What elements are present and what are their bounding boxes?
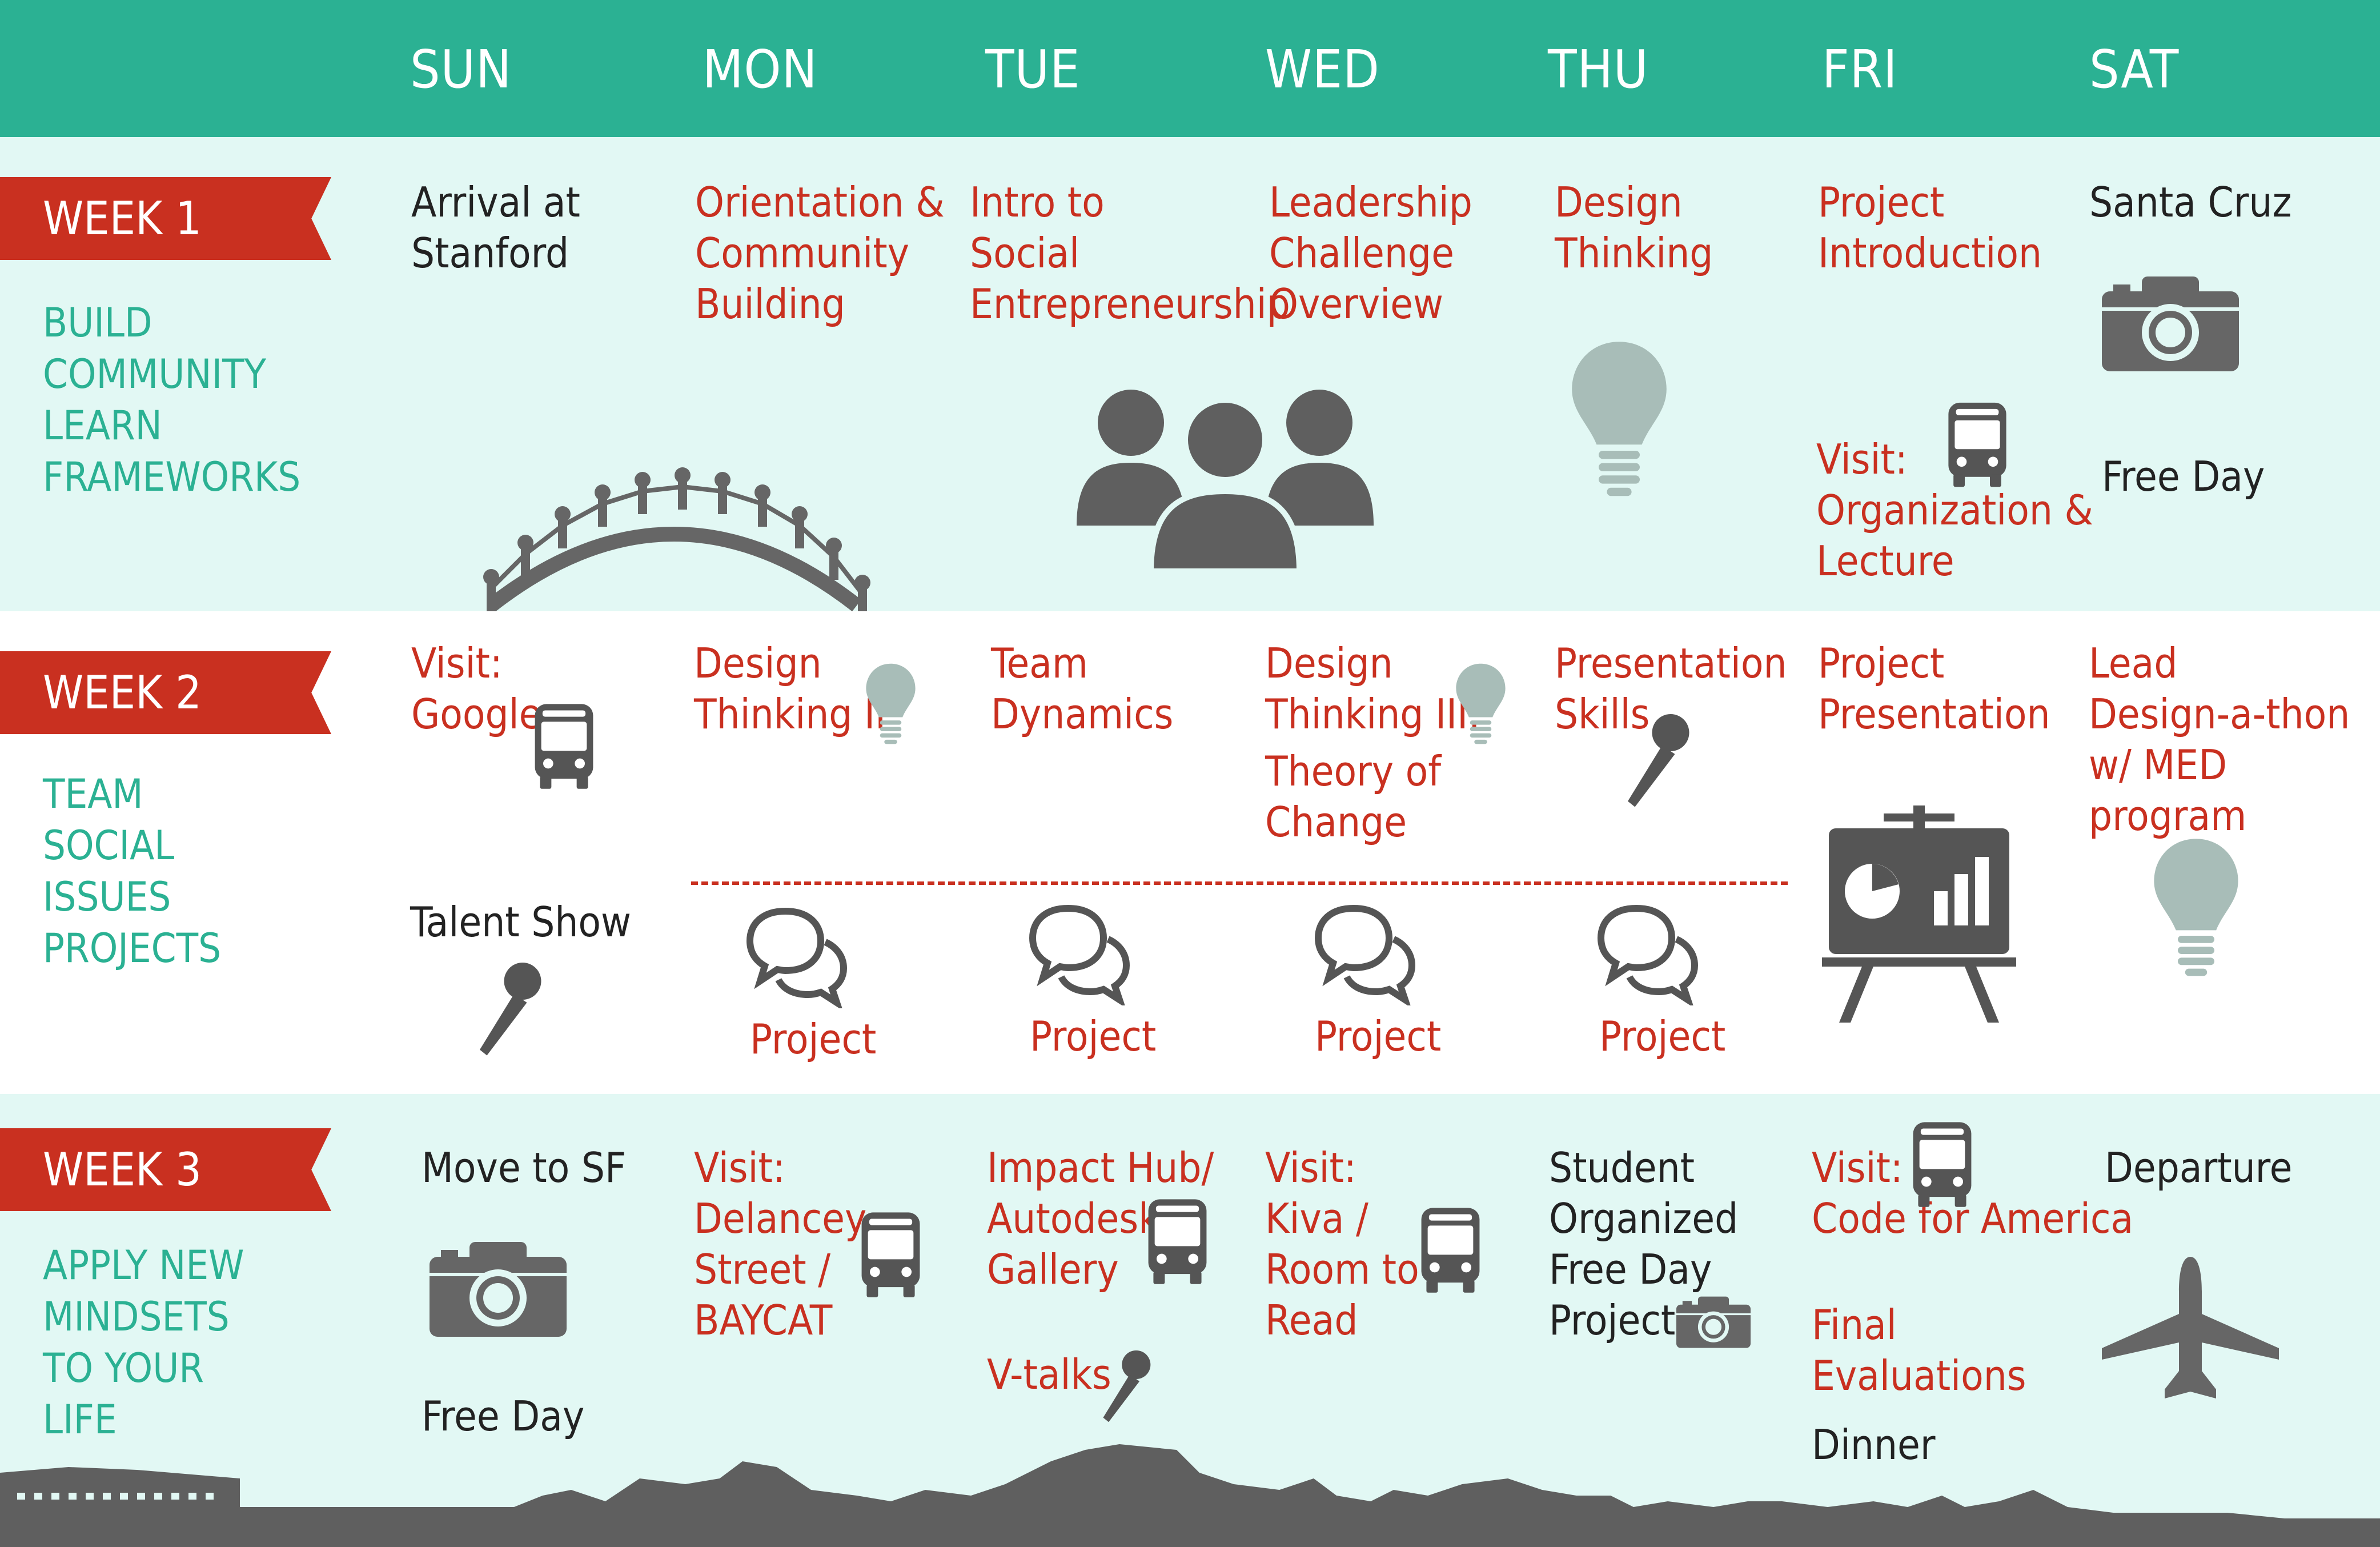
week-2-wed-event-2: Theory of Change	[1265, 747, 1442, 846]
bus-icon	[861, 1212, 920, 1297]
week-1-wed-event: Leadership Challenge Overview	[1269, 178, 1472, 328]
week-1-mon-event: Orientation & Community Building	[695, 178, 945, 328]
bus-icon	[1913, 1122, 1972, 1207]
project-label-thu: Project	[1599, 1012, 1726, 1060]
lightbulb-icon	[1572, 342, 1667, 496]
airplane-icon	[2102, 1257, 2279, 1398]
camera-icon	[2102, 276, 2239, 371]
week-3-tag: WEEK 3	[0, 1128, 331, 1211]
week-3-sat-event: Departure	[2105, 1144, 2293, 1192]
week-1-tue-event: Intro to Social Entrepreneurship	[970, 178, 1290, 328]
bus-icon	[535, 704, 593, 789]
week-3-sun-free: Free Day	[422, 1392, 585, 1440]
week-1-sun-event: Arrival at Stanford	[411, 178, 580, 277]
week-3-mon-event: Visit: Delancey Street / BAYCAT	[694, 1144, 867, 1344]
day-header-bar	[0, 0, 2380, 137]
week-2-tag: WEEK 2	[0, 651, 331, 734]
chat-bubbles-icon	[1596, 903, 1699, 1005]
project-label-tue: Project	[1030, 1012, 1157, 1060]
week-1-thu-event: Design Thinking	[1555, 178, 1713, 277]
chat-bubbles-icon	[745, 905, 848, 1008]
bus-icon	[1948, 402, 2006, 487]
week-3-thu-event: Student Organized Free Day Project	[1549, 1144, 1739, 1344]
week-2-tue-event: Team Dynamics	[991, 639, 1174, 738]
people-arch-icon	[483, 467, 870, 611]
lightbulb-icon	[866, 663, 916, 744]
week-2-sun-event: Visit: Google	[411, 639, 542, 738]
microphone-icon	[1628, 714, 1689, 807]
day-label-tue: TUE	[985, 39, 1081, 100]
microphone-icon	[1103, 1350, 1151, 1422]
day-label-thu: THU	[1548, 39, 1649, 100]
day-label-sun: SUN	[410, 39, 512, 100]
chat-bubbles-icon	[1028, 903, 1131, 1005]
day-label-mon: MON	[703, 39, 818, 100]
week-3-sun-event: Move to SF	[422, 1144, 627, 1192]
week-1-tag: WEEK 1	[0, 177, 331, 260]
week-1-fri-visit: Visit: Organization & Lecture	[1816, 435, 2094, 585]
week-1-sat-event: Santa Cruz	[2089, 178, 2292, 226]
day-label-sat: SAT	[2089, 39, 2180, 100]
microphone-icon	[480, 963, 541, 1056]
week-2-theme: TEAM SOCIAL ISSUES PROJECTS	[43, 771, 222, 972]
bus-icon	[1421, 1208, 1480, 1293]
week-2-sun-evening: Talent Show	[410, 898, 631, 946]
week-2-thu-event: Presentation Skills	[1555, 639, 1787, 738]
lightbulb-icon	[1456, 663, 1506, 744]
project-label-wed: Project	[1315, 1012, 1442, 1060]
week-3-tue-event-2: V-talks	[987, 1350, 1111, 1398]
week-2-sat-event: Lead Design-a-thon w/ MED program	[2089, 639, 2350, 840]
presentation-board-icon	[1822, 805, 2016, 1023]
week-1-fri-event: Project Introduction	[1818, 178, 2042, 277]
camera-icon	[430, 1242, 567, 1337]
week-3-wed-event: Visit: Kiva / Room to Read	[1265, 1144, 1419, 1344]
week-1-sat-free: Free Day	[2102, 452, 2265, 500]
city-skyline-icon	[0, 1444, 2380, 1547]
project-divider-line	[691, 881, 1788, 885]
group-icon	[1077, 390, 1374, 574]
day-label-wed: WED	[1265, 39, 1380, 100]
day-label-fri: FRI	[1822, 39, 1898, 100]
lightbulb-icon	[2154, 839, 2238, 976]
week-3-fri-event-2: Final Evaluations	[1812, 1301, 2026, 1400]
week-3-fri-event-3: Dinner	[1812, 1421, 1936, 1469]
week-3-theme: APPLY NEW MINDSETS TO YOUR LIFE	[43, 1242, 244, 1443]
week-3-tue-event: Impact Hub/ Autodesk Gallery	[987, 1144, 1214, 1293]
camera-icon	[1676, 1296, 1751, 1348]
week-2-wed-event: Design Thinking III:	[1265, 639, 1481, 738]
chat-bubbles-icon	[1314, 903, 1416, 1005]
bus-icon	[1148, 1199, 1207, 1284]
week-2-mon-event: Design Thinking II	[694, 639, 886, 738]
project-label-mon: Project	[750, 1015, 877, 1063]
week-2-fri-event: Project Presentation	[1818, 639, 2050, 738]
week-1-theme: BUILD COMMUNITY LEARN FRAMEWORKS	[43, 299, 301, 500]
